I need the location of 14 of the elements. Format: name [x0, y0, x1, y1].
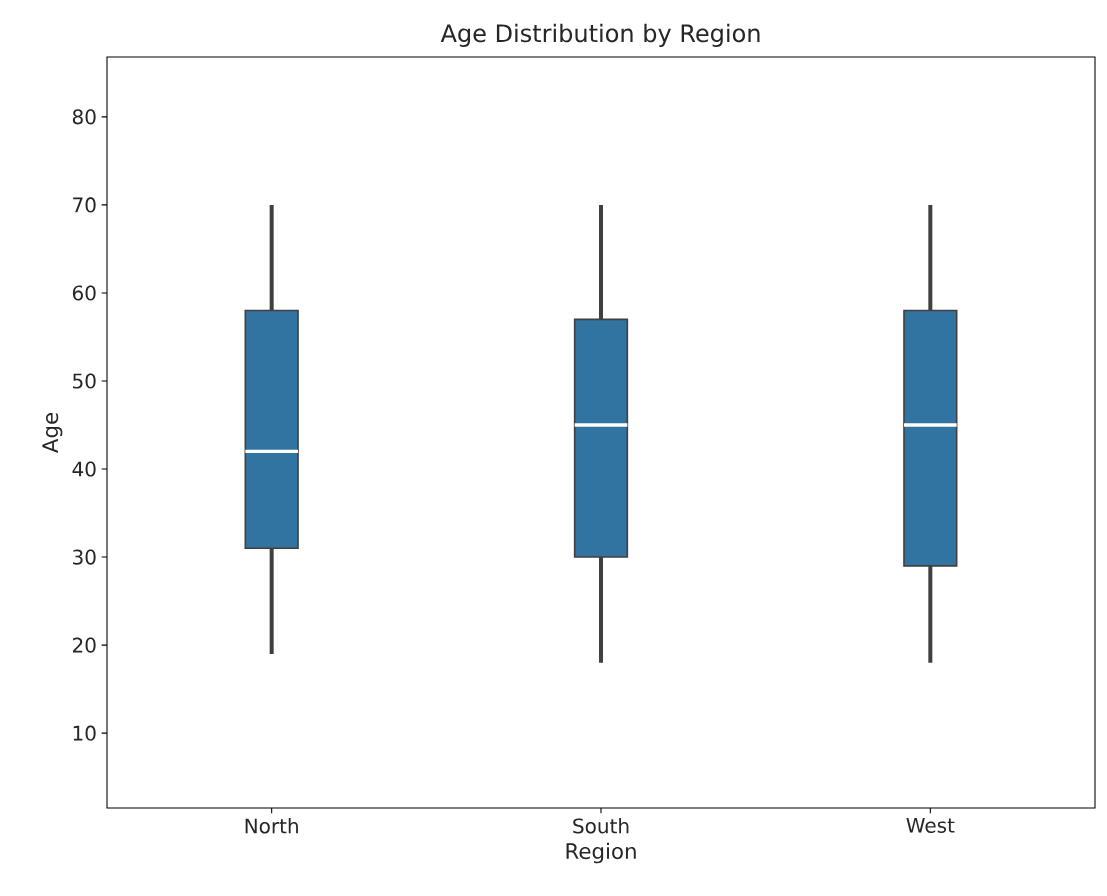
- y-tick-label: 30: [73, 549, 96, 565]
- x-tick-label: South: [573, 818, 629, 834]
- x-tick-label: North: [245, 818, 298, 834]
- y-axis-title: Age: [42, 413, 63, 453]
- y-tick-label: 40: [72, 461, 96, 477]
- y-tick-label: 10: [73, 725, 96, 741]
- y-tick-label: 50: [73, 373, 96, 389]
- x-tick-label: West: [906, 818, 955, 833]
- y-tick-label: 60: [72, 285, 96, 301]
- x-axis-title: Region: [566, 842, 636, 864]
- y-tick-label: 80: [72, 109, 96, 125]
- y-tick-label: 20: [72, 637, 96, 653]
- chart-title: Age Distribution by Region: [440, 23, 760, 47]
- y-tick-label: 70: [73, 197, 96, 213]
